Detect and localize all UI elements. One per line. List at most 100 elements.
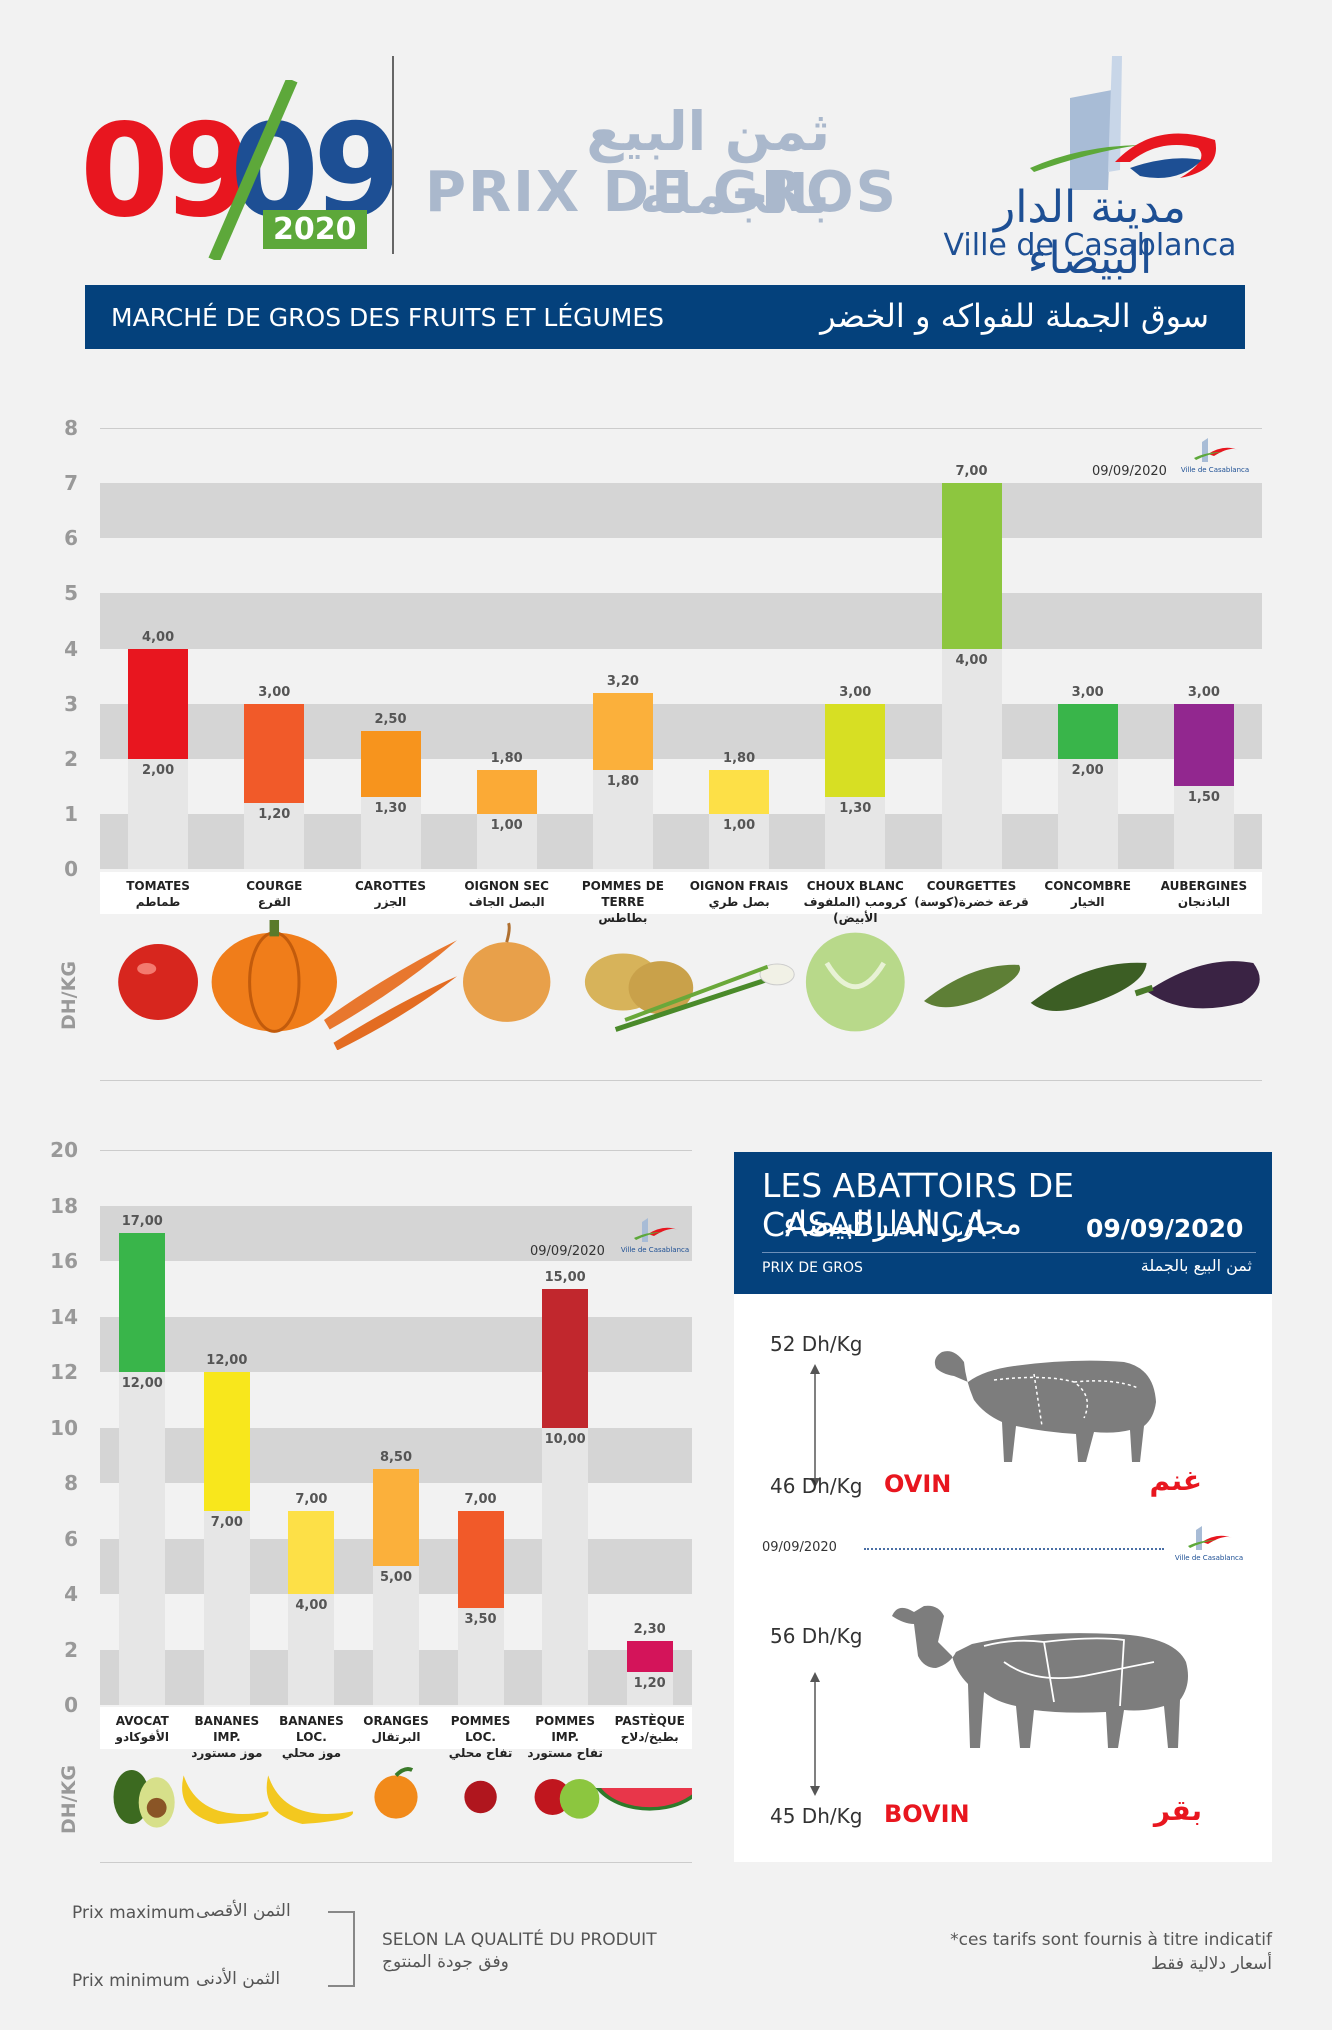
category-ar: طماطم [135,895,181,909]
category-fr: CAROTTES [354,879,426,893]
bar-base [626,1671,673,1705]
max-value-label: 3,00 [839,684,872,700]
bar-range [203,1372,250,1511]
category-fr: TOMATES [126,879,190,893]
svg-text:Ville de Casablanca: Ville de Casablanca [621,1246,689,1254]
bar-range [476,769,537,814]
category-strip [100,1707,692,1749]
category-ar: بصل طري [708,895,770,909]
y-tick-label: 0 [64,857,78,881]
category-ar: تفاح مستورد [527,1746,603,1760]
bar-range [941,483,1002,649]
ovin-max-price: 52 Dh/Kg [770,1332,863,1356]
ovin-range-arrow [810,1364,820,1488]
max-value-label: 1,80 [723,750,756,766]
y-tick-label: 12 [50,1360,78,1384]
category-label: POMMES DE TERRE بطاطس [565,878,681,926]
bar-range [825,703,886,798]
bovin-range-arrow [810,1672,820,1796]
grid-band [100,1205,692,1261]
category-ar: قرعة خضرة(كوسة) [914,895,1029,909]
bar-base [825,797,886,869]
category-ar: موز مستورد [191,1746,263,1760]
cabbage-icon [805,932,905,1032]
bar-base [244,802,305,869]
max-value-label: 2,30 [633,1622,666,1638]
max-value-label: 3,00 [258,684,291,700]
date-year: 2020 [263,210,367,249]
chart-date: 09/09/2020 [530,1244,605,1259]
y-tick-label: 8 [64,1471,78,1495]
ovin-label: OVIN [884,1470,952,1498]
y-tick-label: 20 [50,1138,78,1162]
bar-range [1173,703,1234,787]
header-rule [762,1252,1256,1253]
chart-divider [100,1080,1262,1081]
min-value-label: 1,80 [606,773,639,789]
category-label: COURGE القرع [216,878,332,910]
category-fr: COURGETTES [926,879,1017,893]
category-fr: POMMES DE TERRE [581,879,664,909]
category-fr: PASTÈQUE [614,1714,685,1728]
category-fr: BANANES IMP. [194,1714,260,1744]
legend-max-ar: الثمن الأقصى [196,1901,291,1921]
y-tick-label: 16 [50,1249,78,1273]
bars: 4,00 2,00 3,00 1,20 2,50 1,30 1,80 1,00 3,20 1,80… [100,390,1262,890]
category-labels: AVOCAT الأفوكادو BANANES IMP. موز مستورد BAN… [100,1713,692,1760]
bars: 17,00 12,00 12,00 7,00 7,00 4,00 8,50 5,00 7,00 3… [100,1150,692,1705]
bar-range [128,648,189,759]
zucchini-icon [924,964,1021,1008]
bar-range [542,1288,589,1428]
bar-base [941,648,1002,869]
title-arabic: ثمن البيع بالجملة [586,100,830,226]
y-tick-label: 6 [64,1526,78,1551]
max-value-label: 3,20 [606,673,639,689]
tip [505,922,511,943]
category-ar: الخيار [1070,895,1105,909]
bar-range [1057,703,1118,759]
category-fr: BANANES LOC. [279,1714,344,1744]
max-value-label: 2,50 [374,712,407,728]
produce-icons [113,1766,692,1828]
category-label: CONCOMBRE الخيار [1030,878,1146,910]
bar-range [709,769,770,814]
bar-base [360,797,421,869]
bar-base [288,1594,335,1705]
category-fr: POMMES LOC. [450,1714,511,1744]
grid-line [100,428,1262,429]
orange-icon [374,1775,418,1819]
y-tick-label: 4 [64,636,78,661]
abattoirs-title-fr: LES ABATTOIRS DE CASABLANCA [762,1166,1074,1244]
mini-logo-icon: Ville de Casablanca [621,1218,689,1254]
svg-text:Ville de Casablanca: Ville de Casablanca [1181,466,1249,474]
bovin-label-ar: بقر [1153,1794,1202,1827]
carrot-icon [324,940,457,1030]
category-fr: POMMES IMP. [535,1714,595,1744]
y-tick-label: 3 [64,691,78,716]
mini-logo-icon: Ville de Casablanca [1175,1526,1243,1562]
category-ar: بطاطس [598,911,648,925]
leaf [624,964,769,1022]
y-tick-label: 5 [64,581,78,606]
min-value-label: 1,20 [633,1675,666,1691]
bovin-min-price: 45 Dh/Kg [770,1804,863,1828]
bulb [759,963,795,986]
market-banner: MARCHÉ DE GROS DES FRUITS ET LÉGUMES سوق… [85,285,1245,349]
legend-min-fr: Prix minimum [72,1971,190,1991]
banana-icon [266,1775,354,1824]
bar-range [288,1510,335,1594]
category-ar: البرتقال [371,1730,421,1744]
category-ar: الباذنجان [1177,895,1230,909]
carrot-2 [333,976,457,1050]
category-ar: بطيخ/دلاح [620,1730,679,1744]
chart-date: 09/09/2020 [1092,464,1167,479]
header-divider [392,56,394,254]
category-label: POMMES LOC. تفاح محلي [438,1713,523,1761]
legend-min-ar: الثمن الأدنى [196,1969,281,1989]
title-french: PRIX DE GROS [425,160,898,225]
bovin-max-price: 56 Dh/Kg [770,1624,863,1648]
y-tick-label: 4 [64,1582,78,1606]
category-ar: تفاح محلي [448,1746,513,1760]
bar-base [457,1607,504,1705]
max-value-label: 12,00 [206,1353,248,1368]
